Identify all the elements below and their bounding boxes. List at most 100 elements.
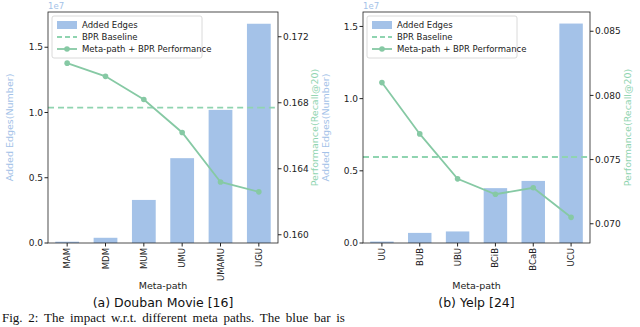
tick <box>105 243 106 247</box>
tick-label: 0.0 <box>29 238 44 248</box>
category-label: MUM <box>139 248 149 269</box>
point <box>256 189 262 195</box>
tick-label: 0.160 <box>283 230 309 240</box>
tick <box>182 243 183 247</box>
tick <box>278 168 282 169</box>
category-label: BUB <box>415 248 425 266</box>
tick <box>590 95 594 96</box>
y-axis-label: Added Edges(Number) <box>4 74 15 182</box>
axis-multiplier: 1e7 <box>48 1 64 11</box>
legend-label: Meta-path + BPR Performance <box>397 44 526 54</box>
tick <box>533 243 534 247</box>
legend-swatch <box>372 21 392 29</box>
legend-label: Added Edges <box>82 20 138 30</box>
legend-swatch <box>372 36 392 38</box>
category-label: UMU <box>177 248 187 268</box>
tick-label: 0.070 <box>595 219 621 229</box>
line <box>67 107 259 109</box>
axis-multiplier: 1e7 <box>363 1 379 11</box>
category-label: MAM <box>62 248 72 268</box>
tick <box>258 243 259 247</box>
line-extension <box>259 107 278 109</box>
frame <box>48 12 278 243</box>
tick <box>360 98 364 99</box>
category-label: UBU <box>453 248 463 266</box>
point <box>417 131 423 137</box>
line-extension <box>363 156 382 158</box>
tick-label: 1.5 <box>29 42 43 52</box>
tick-label: 1.0 <box>344 94 359 104</box>
tick <box>590 31 594 32</box>
tick-label: 0.075 <box>595 155 621 165</box>
category-label: BCaB <box>528 248 538 271</box>
tick <box>143 243 144 247</box>
tick <box>45 243 49 244</box>
point <box>103 74 109 80</box>
x-axis-label: Meta-path <box>139 280 188 291</box>
tick-label: 0.164 <box>283 164 309 174</box>
y2-axis-label: Performance(Recall@20) <box>622 69 633 187</box>
point <box>218 179 224 185</box>
bar <box>484 188 507 243</box>
tick <box>220 243 221 247</box>
legend-label: BPR Baseline <box>82 32 138 42</box>
point <box>141 97 147 103</box>
tick <box>571 243 572 247</box>
legend-marker <box>379 46 385 52</box>
legend-marker <box>64 46 70 52</box>
tick <box>419 243 420 247</box>
category-label: BCiB <box>490 248 500 268</box>
y2-axis-label: Performance(Recall@20) <box>309 69 320 187</box>
line <box>382 83 571 218</box>
bar <box>522 181 545 243</box>
tick-label: 0.168 <box>283 98 309 108</box>
point <box>179 130 185 136</box>
tick-label: 0.5 <box>344 166 358 176</box>
legend-swatch <box>57 36 77 38</box>
point <box>455 176 461 182</box>
category-label: UMAMU <box>216 248 226 281</box>
tick <box>360 26 364 27</box>
tick-label: 0.080 <box>595 91 621 101</box>
category-label: UGU <box>254 248 264 267</box>
point <box>493 191 499 197</box>
line-extension <box>48 107 67 109</box>
bar <box>209 110 233 243</box>
x-axis-label: Meta-path <box>452 280 501 291</box>
tick <box>590 159 594 160</box>
tick <box>457 243 458 247</box>
legend: Added Edges BPR Baseline Meta-path + BPR P… <box>52 16 211 58</box>
tick <box>278 234 282 235</box>
tick-label: 1.5 <box>344 22 358 32</box>
figure-caption: Fig. 2: The impact w.r.t. different meta… <box>2 310 345 325</box>
bar <box>446 231 469 243</box>
tick-label: 1.0 <box>29 108 44 118</box>
legend-label: BPR Baseline <box>397 32 453 42</box>
bar <box>170 158 194 243</box>
line <box>382 156 571 158</box>
bar <box>132 200 156 243</box>
bar <box>247 24 271 243</box>
legend-label: Added Edges <box>397 20 453 30</box>
tick <box>381 243 382 247</box>
point <box>379 80 385 86</box>
tick <box>45 112 49 113</box>
tick-label: 0.0 <box>344 238 359 248</box>
subplot-title: (a) Douban Movie [16] <box>93 295 234 310</box>
line <box>67 63 259 192</box>
bar <box>408 233 431 243</box>
point <box>64 60 70 66</box>
tick <box>278 36 282 37</box>
tick <box>360 243 364 244</box>
category-label: UCU <box>566 248 576 266</box>
tick <box>360 170 364 171</box>
tick <box>590 223 594 224</box>
panel: 0.00.51.01.50.1600.1640.1680.172MAMMDMMU… <box>4 1 320 310</box>
tick <box>495 243 496 247</box>
category-label: MDM <box>101 248 111 269</box>
subplot-title: (b) Yelp [24] <box>438 295 514 310</box>
tick-label: 0.085 <box>595 26 621 36</box>
legend-label: Meta-path + BPR Performance <box>82 44 211 54</box>
tick-label: 0.5 <box>29 173 43 183</box>
tick <box>45 47 49 48</box>
